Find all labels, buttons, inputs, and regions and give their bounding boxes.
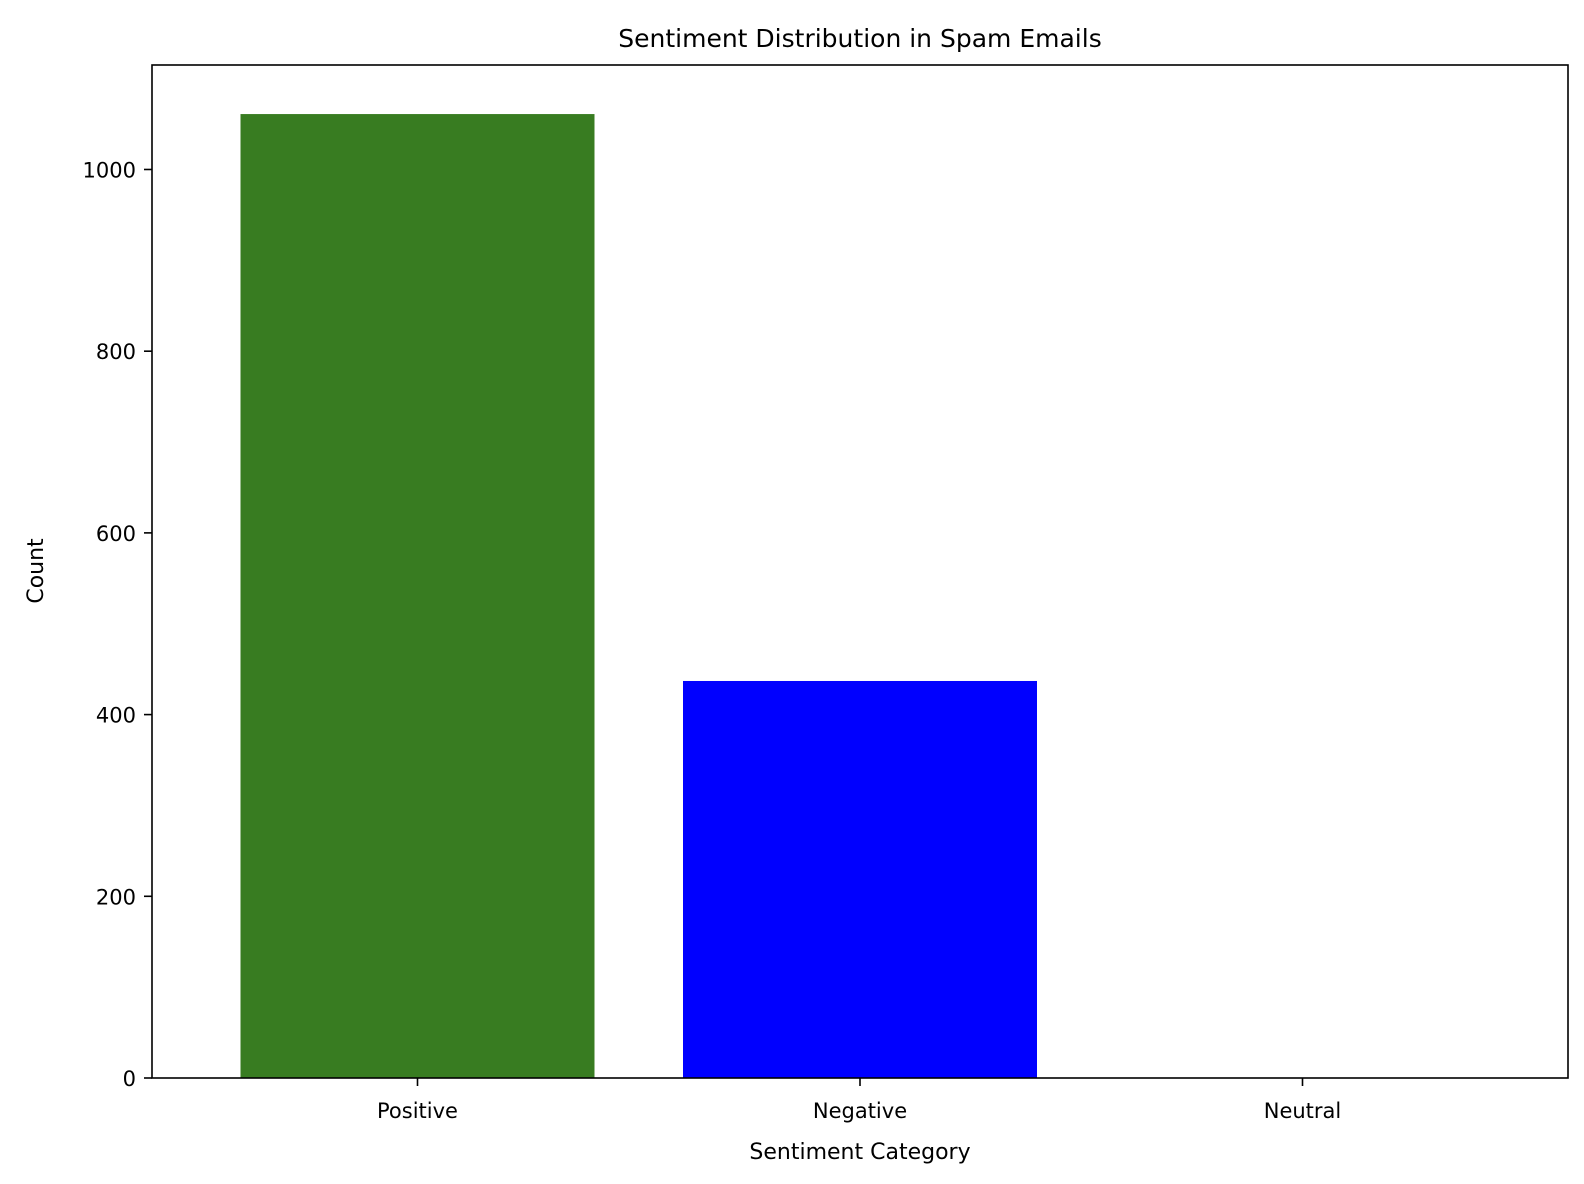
y-tick-label: 400 — [96, 704, 136, 728]
bar-positive — [240, 114, 595, 1079]
x-tick-label: Neutral — [1264, 1099, 1342, 1123]
x-tick-label: Negative — [813, 1099, 907, 1123]
y-tick-label: 200 — [96, 885, 136, 909]
bars-group — [240, 114, 1037, 1079]
x-axis: Positive Negative Neutral — [377, 1078, 1341, 1123]
y-tick-label: 600 — [96, 522, 136, 546]
chart-title: Sentiment Distribution in Spam Emails — [618, 24, 1101, 53]
y-tick-label: 1000 — [83, 158, 136, 182]
x-tick-label: Positive — [377, 1099, 458, 1123]
y-tick-label: 800 — [96, 340, 136, 364]
y-axis: 0 200 400 600 800 1000 — [83, 158, 152, 1091]
bar-negative — [683, 680, 1037, 1078]
y-tick-label: 0 — [123, 1067, 136, 1091]
plot-frame — [151, 64, 1569, 1079]
x-axis-label: Sentiment Category — [749, 1140, 970, 1165]
y-axis-label: Count — [24, 538, 49, 604]
